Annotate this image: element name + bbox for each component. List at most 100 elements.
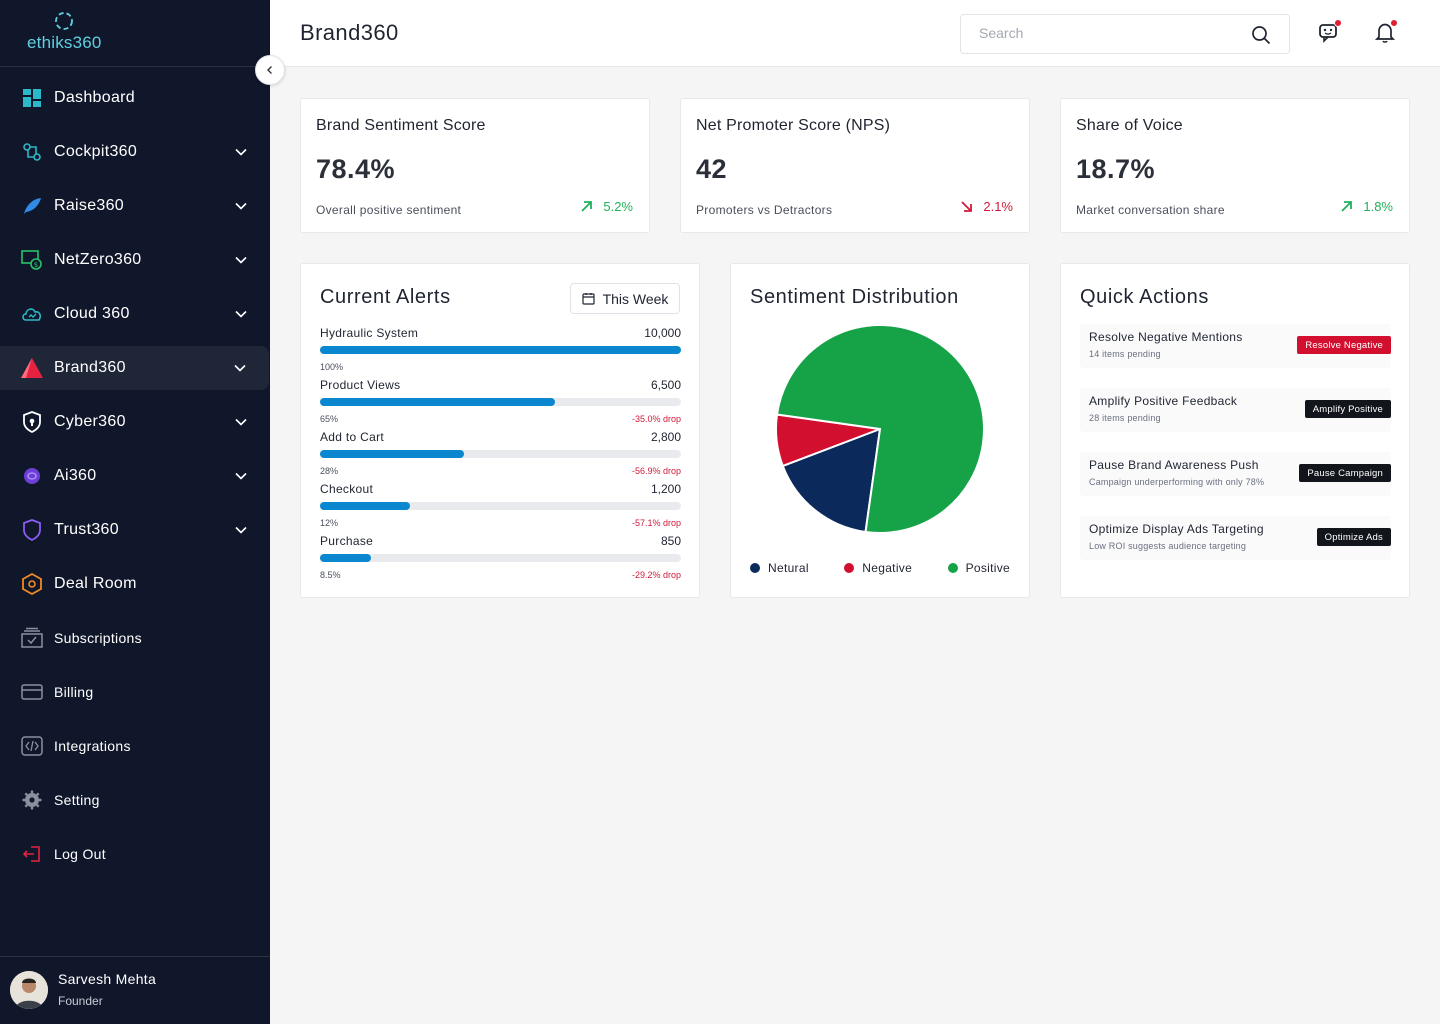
feather-icon <box>20 194 44 218</box>
kpi-card-nps: Net Promoter Score (NPS) 42 Promoters vs… <box>680 98 1030 233</box>
action-title: Amplify Positive Feedback <box>1089 394 1238 408</box>
legend-label: Negative <box>862 561 913 575</box>
action-title: Optimize Display Ads Targeting <box>1089 522 1264 536</box>
sentiment-legend: Netural Negative Positive <box>750 561 1010 575</box>
sidebar-item-dashboard[interactable]: Dashboard <box>0 76 270 120</box>
chevron-down-icon <box>233 364 247 372</box>
alert-value: 850 <box>660 534 681 548</box>
top-header: Brand360 <box>270 0 1440 67</box>
sidebar-item-setting[interactable]: Setting <box>0 778 270 822</box>
alert-progress-fill <box>320 346 681 354</box>
sidebar-item-label: Trust360 <box>54 521 119 538</box>
alert-name: Checkout <box>320 482 374 496</box>
alert-name: Product Views <box>320 378 401 392</box>
sidebar-item-label: Subscriptions <box>54 630 142 646</box>
user-profile[interactable]: Sarvesh Mehta Founder <box>0 956 270 1024</box>
sidebar-item-cloud360[interactable]: Cloud 360 <box>0 292 270 336</box>
amplify-positive-button[interactable]: Amplify Positive <box>1304 400 1391 418</box>
sidebar-item-trust360[interactable]: Trust360 <box>0 508 270 552</box>
logo[interactable]: ethiks360 <box>0 0 270 67</box>
alert-row: Hydraulic System 10,000 100% <box>320 326 681 378</box>
sidebar-item-cockpit360[interactable]: Cockpit360 <box>0 130 270 174</box>
alert-value: 2,800 <box>650 430 681 444</box>
sidebar-item-raise360[interactable]: Raise360 <box>0 184 270 228</box>
action-title: Pause Brand Awareness Push <box>1089 458 1259 472</box>
sidebar-item-ai360[interactable]: Ai360 <box>0 454 270 498</box>
arrow-up-right-icon <box>1341 201 1353 212</box>
chevron-down-icon <box>234 148 248 156</box>
search-box[interactable] <box>960 14 1290 54</box>
alert-progress-track <box>320 554 681 562</box>
sidebar-item-subscriptions[interactable]: Subscriptions <box>0 616 270 660</box>
legend-item-neutral: Netural <box>750 561 809 575</box>
sidebar-collapse-button[interactable] <box>255 55 285 85</box>
sidebar-item-label: Brand360 <box>54 359 126 376</box>
cockpit-icon <box>20 140 44 164</box>
quick-action-item: Optimize Display Ads Targeting Low ROI s… <box>1080 516 1391 560</box>
bell-icon <box>1374 23 1396 43</box>
sidebar-item-deal-room[interactable]: Deal Room <box>0 562 270 606</box>
alerts-title: Current Alerts <box>320 286 451 308</box>
sidebar-item-label: Integrations <box>54 738 131 754</box>
alert-value: 10,000 <box>644 326 681 340</box>
alert-percent: 28% <box>320 466 339 476</box>
kpi-card-share-of-voice: Share of Voice 18.7% Market conversation… <box>1060 98 1410 233</box>
search-input[interactable] <box>979 25 1239 41</box>
current-alerts-card: Current Alerts This Week Hydraulic Syste… <box>300 263 700 598</box>
logo-mark-icon <box>55 12 73 30</box>
sidebar-item-label: Deal Room <box>54 575 137 592</box>
alert-progress-fill <box>320 554 371 562</box>
alert-row: Add to Cart 2,800 28% -56.9% drop <box>320 430 681 482</box>
user-role: Founder <box>58 994 103 1008</box>
calendar-icon <box>581 293 595 305</box>
svg-text:$: $ <box>34 261 38 269</box>
alert-drop: -57.1% drop <box>631 518 681 528</box>
chevron-down-icon <box>234 310 248 318</box>
period-label: This Week <box>602 290 669 307</box>
pie-slice-positive[interactable] <box>775 324 985 534</box>
pie-slice-netural[interactable] <box>781 427 882 534</box>
kpi-trend-value: 2.1% <box>983 199 1013 214</box>
search-icon[interactable] <box>1251 25 1271 50</box>
alert-progress-track <box>320 346 681 354</box>
alert-row: Purchase 850 8.5% -29.2% drop <box>320 534 681 586</box>
hexagon-icon <box>20 572 44 596</box>
pause-campaign-button[interactable]: Pause Campaign <box>1299 464 1391 482</box>
alert-value: 1,200 <box>650 482 681 496</box>
sidebar-item-cyber360[interactable]: Cyber360 <box>0 400 270 444</box>
period-select-button[interactable]: This Week <box>570 283 680 314</box>
sidebar-item-billing[interactable]: Billing <box>0 670 270 714</box>
sidebar: ethiks360 Dashboard Cockpit360 Raise360 … <box>0 0 285 1024</box>
alert-row: Checkout 1,200 12% -57.1% drop <box>320 482 681 534</box>
sentiment-distribution-card: Sentiment Distribution Netural Negative … <box>730 263 1030 598</box>
bell-notification-dot <box>1390 19 1398 27</box>
optimize-ads-button[interactable]: Optimize Ads <box>1316 528 1391 546</box>
dashboard-icon <box>20 86 44 110</box>
legend-dot <box>750 563 760 573</box>
kpi-value: 78.4% <box>316 154 396 184</box>
logo-text: ethiks360 <box>27 33 102 52</box>
sidebar-item-label: Raise360 <box>54 197 125 214</box>
legend-label: Netural <box>768 561 809 575</box>
chat-button[interactable] <box>1318 19 1342 45</box>
sidebar-item-label: Cloud 360 <box>54 305 130 322</box>
alert-progress-track <box>320 450 681 458</box>
sidebar-item-label: Setting <box>54 792 100 808</box>
alert-progress-track <box>320 502 681 510</box>
kpi-subtitle: Overall positive sentiment <box>316 203 462 217</box>
sidebar-item-label: Log Out <box>54 846 106 862</box>
notifications-button[interactable] <box>1374 19 1398 45</box>
alert-percent: 65% <box>320 414 339 424</box>
chevron-down-icon <box>234 472 248 480</box>
page-title: Brand360 <box>300 20 399 45</box>
sidebar-item-label: Dashboard <box>54 89 135 106</box>
cloud-icon <box>20 302 44 326</box>
sidebar-item-netzero360[interactable]: $ NetZero360 <box>0 238 270 282</box>
sidebar-item-log-out[interactable]: Log Out <box>0 832 270 876</box>
sidebar-item-integrations[interactable]: Integrations <box>0 724 270 768</box>
resolve-negative-button[interactable]: Resolve Negative <box>1297 336 1391 354</box>
kpi-trend-value: 5.2% <box>603 199 633 214</box>
action-title: Resolve Negative Mentions <box>1089 330 1243 344</box>
kpi-trend: 5.2% <box>580 199 633 214</box>
sidebar-item-brand360[interactable]: Brand360 <box>0 346 269 390</box>
